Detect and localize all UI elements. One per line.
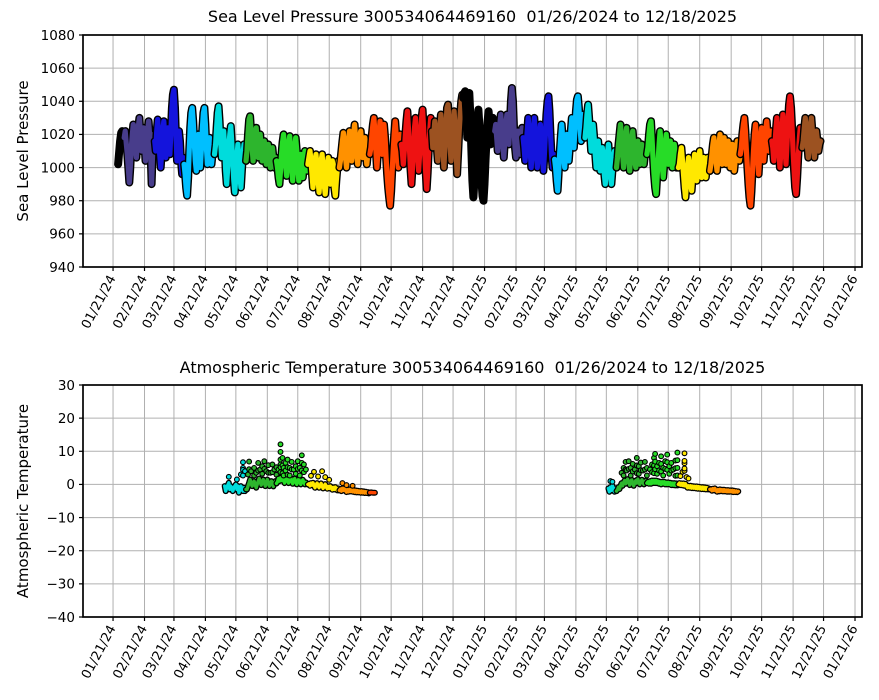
pressure-y-tick-label: 1080 <box>41 28 75 44</box>
pressure-plot-border <box>82 34 863 268</box>
temperature-grid <box>83 384 862 618</box>
pressure-series <box>114 84 825 210</box>
pressure-y-tick-label: 1040 <box>41 94 75 110</box>
pressure-plot: 01/21/2402/21/2403/21/2404/21/2405/21/24… <box>41 28 863 331</box>
temperature-chart-title: Atmospheric Temperature 300534064469160 … <box>179 358 766 377</box>
temperature-y-tick-label: −30 <box>47 577 76 593</box>
temperature-y-axis: −40 −30 −20 −10 0 10 20 30 <box>47 378 83 626</box>
pressure-y-tick-label: 960 <box>49 227 75 243</box>
pressure-y-tick-label: 1000 <box>41 160 75 176</box>
pressure-x-axis: 01/21/2402/21/2403/21/2404/21/2405/21/24… <box>79 267 862 331</box>
pressure-y-axis: 940 960 980 1000 1020 1040 1060 1080 <box>41 28 83 276</box>
temperature-y-tick-label: 30 <box>58 378 75 394</box>
temperature-y-tick-label: −20 <box>47 544 76 560</box>
temperature-y-tick-label: −10 <box>47 510 76 526</box>
temperature-y-tick-label: −40 <box>47 610 76 626</box>
pressure-y-tick-label: 1020 <box>41 127 75 143</box>
temperature-y-tick-label: 0 <box>66 477 75 493</box>
temperature-y-tick-label: 10 <box>58 444 75 460</box>
temperature-y-tick-label: 20 <box>58 411 75 427</box>
pressure-y-tick-label: 1060 <box>41 61 75 77</box>
pressure-y-tick-label: 940 <box>49 260 75 276</box>
pressure-y-tick-label: 980 <box>49 194 75 210</box>
temperature-series <box>221 441 742 497</box>
pressure-chart-title: Sea Level Pressure 300534064469160 01/26… <box>207 7 738 26</box>
temperature-x-axis: 01/21/2402/21/2403/21/2404/21/2405/21/24… <box>79 617 862 681</box>
temperature-plot-border <box>82 384 863 618</box>
temperature-plot: 01/21/2402/21/2403/21/2404/21/2405/21/24… <box>47 378 863 681</box>
